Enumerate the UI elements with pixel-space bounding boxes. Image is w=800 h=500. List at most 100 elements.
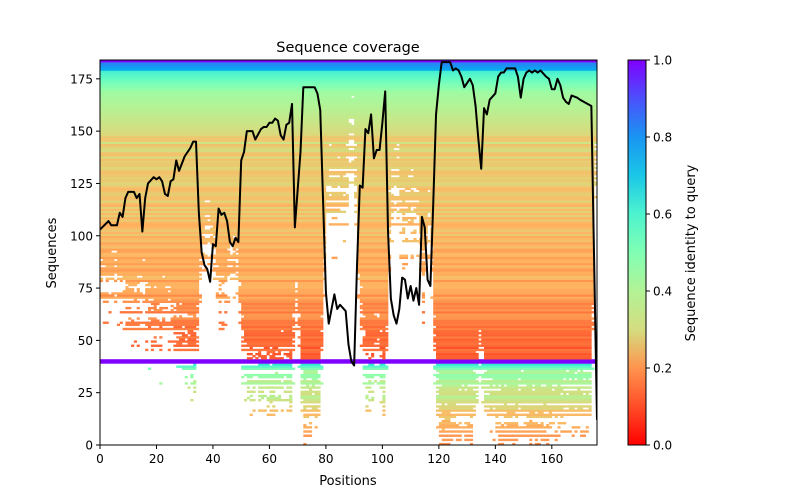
heatmap-cell: [433, 275, 595, 278]
heatmap-cell: [300, 329, 321, 333]
heatmap-cell: [416, 206, 595, 209]
heatmap-cell: [246, 375, 253, 379]
heatmap-cell: [215, 248, 228, 251]
heatmap-cell: [181, 367, 197, 370]
heatmap-cell: [190, 373, 194, 377]
heatmap-cell: [170, 319, 200, 322]
heatmap-cell: [402, 212, 406, 216]
heatmap-cell: [116, 265, 200, 268]
heatmap-cell: [238, 285, 296, 289]
heatmap-cell: [145, 292, 200, 295]
heatmap-cell: [238, 321, 324, 324]
heatmap-cell: [232, 248, 236, 251]
heatmap-cell: [433, 271, 595, 274]
heatmap-cell: [100, 235, 205, 239]
heatmap-cell: [100, 248, 202, 251]
heatmap-cell: [100, 239, 327, 243]
heatmap-cell: [503, 415, 513, 419]
heatmap-cell: [246, 380, 282, 383]
heatmap-cell: [100, 179, 349, 182]
heatmap-cell: [331, 143, 346, 147]
heatmap-cell: [244, 398, 248, 402]
heatmap-cell: [506, 411, 516, 414]
heatmap-cell: [308, 421, 313, 425]
heatmap-cell: [241, 281, 296, 285]
heatmap-cell: [286, 386, 293, 389]
heatmap-cell: [421, 246, 426, 249]
heatmap-cell: [436, 426, 474, 429]
heatmap-cell: [289, 350, 293, 354]
heatmap-cell: [421, 265, 426, 268]
heatmap-cell: [356, 235, 389, 239]
heatmap-cell: [210, 269, 327, 272]
heatmap-cell: [150, 348, 154, 352]
heatmap-cell: [433, 308, 592, 312]
heatmap-cell: [354, 158, 597, 161]
heatmap-cell: [436, 394, 479, 398]
heatmap-cell: [362, 338, 378, 341]
heatmap-cell: [498, 438, 519, 442]
heatmap-cell: [421, 311, 426, 314]
heatmap-cell: [554, 388, 564, 391]
heatmap-cell: [382, 398, 386, 402]
heatmap-cell: [125, 321, 200, 324]
heatmap-cell: [362, 340, 389, 343]
heatmap-cell: [356, 248, 389, 251]
heatmap-cell: [520, 378, 564, 381]
heatmap-cell: [100, 185, 327, 188]
heatmap-cell: [100, 154, 597, 157]
heatmap-cell: [436, 401, 479, 404]
heatmap-cell: [404, 187, 411, 191]
heatmap-cell: [125, 279, 200, 283]
heatmap-cell: [585, 378, 589, 381]
heatmap-cell: [244, 334, 296, 337]
y-tick-label: 0: [85, 439, 93, 453]
heatmap-cell: [131, 344, 135, 347]
heatmap-cell: [438, 392, 476, 396]
heatmap-cell: [100, 267, 202, 270]
heatmap-cell: [436, 386, 479, 389]
heatmap-cell: [131, 319, 135, 322]
heatmap-cell: [484, 350, 592, 354]
heatmap-cell: [300, 342, 324, 345]
heatmap-cell: [181, 334, 188, 337]
heatmap-cell: [356, 202, 394, 205]
heatmap-cell: [100, 233, 202, 237]
heatmap-cell: [100, 170, 597, 174]
heatmap-cell: [100, 172, 346, 176]
heatmap-cell: [419, 262, 428, 266]
heatmap-cell: [241, 336, 296, 339]
heatmap-cell: [340, 156, 346, 159]
heatmap-cell: [300, 334, 324, 337]
heatmap-cell: [515, 415, 519, 419]
heatmap-cell: [342, 239, 346, 243]
heatmap-cell: [543, 403, 547, 406]
heatmap-cell: [419, 221, 595, 224]
heatmap-cell: [193, 386, 197, 389]
heatmap-cell: [433, 365, 592, 368]
heatmap-cell: [303, 424, 307, 427]
heatmap-cell: [148, 325, 152, 329]
heatmap-cell: [297, 298, 324, 301]
x-tick-label: 140: [484, 452, 507, 466]
heatmap-cell: [116, 258, 143, 262]
heatmap-cell: [238, 248, 324, 251]
heatmap-cell: [100, 231, 327, 234]
heatmap-cell: [100, 122, 352, 126]
heatmap-cell: [238, 294, 327, 297]
heatmap-cell: [210, 242, 327, 245]
y-tick-label: 75: [78, 282, 93, 296]
heatmap-cell: [218, 265, 228, 268]
heatmap-cell: [148, 317, 157, 320]
heatmap-cell: [503, 403, 507, 406]
heatmap-cell: [244, 315, 293, 318]
heatmap-cell: [125, 323, 140, 327]
heatmap-cell: [419, 227, 428, 230]
heatmap-cell: [215, 273, 231, 276]
heatmap-cell: [362, 382, 375, 385]
heatmap-cell: [269, 401, 273, 404]
heatmap-cell: [354, 120, 597, 124]
heatmap-cell: [362, 308, 389, 312]
colorbar-tick-label: 0.2: [653, 362, 672, 376]
heatmap-cell: [266, 352, 270, 356]
